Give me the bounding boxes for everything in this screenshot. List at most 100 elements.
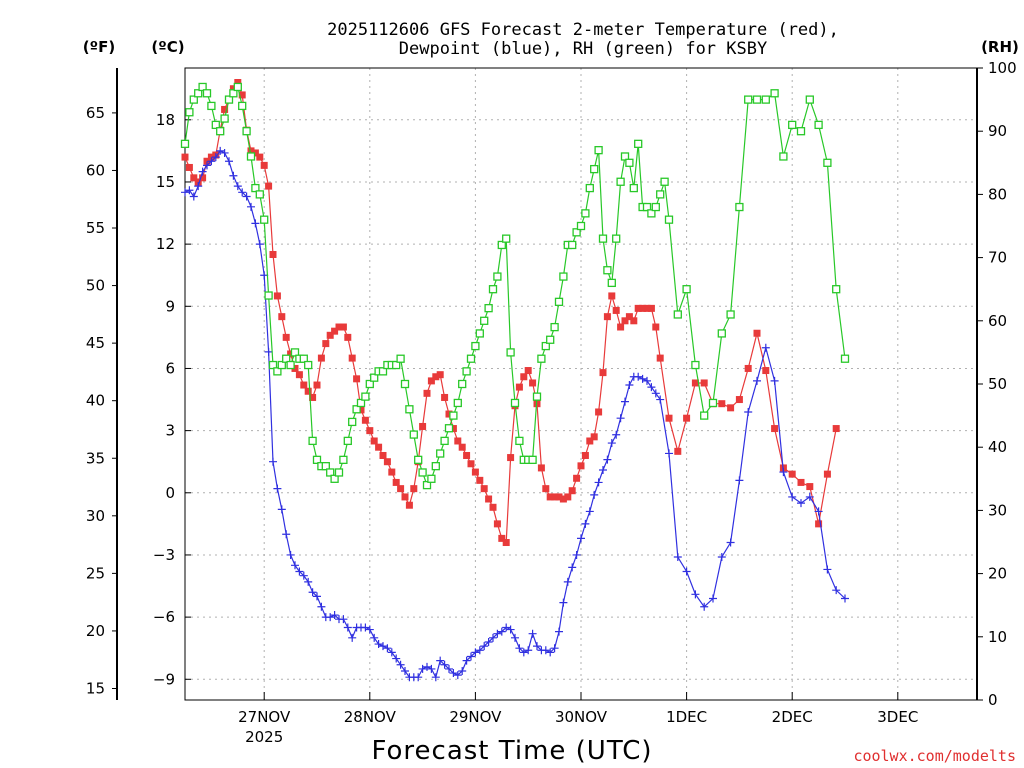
dewpoint-point [401,666,409,675]
rh-point [805,95,814,104]
temperature-point [419,422,427,430]
rh-point [462,367,471,376]
temperature-point [322,340,330,348]
rh-point [189,95,198,104]
fahrenheit-tick-label: 30 [86,507,105,525]
rh-point [471,341,480,351]
rh-point [590,164,599,174]
temperature-point [546,493,554,501]
dewpoint-point [449,669,458,678]
temperature-point [375,443,383,451]
temperature-point [436,371,444,379]
rh-point [233,82,242,92]
rh-point [343,436,352,446]
dewpoint-point [673,553,682,562]
rh-point [400,379,410,389]
temperature-point [229,85,237,93]
dewpoint-point [440,660,449,669]
dewpoint-point [282,530,291,539]
temperature-point [581,451,589,459]
temperature-point [260,161,268,169]
rh-point [840,354,850,363]
rh-point [180,139,190,148]
rh-point [642,202,652,212]
rh-point [418,468,427,477]
dewpoint-point [572,550,581,559]
dewpoint-point [414,673,423,682]
rh-point [603,266,612,275]
temperature-point [181,153,189,161]
rh-point [664,215,674,224]
rh-point [277,360,286,370]
temperature-point [392,478,400,486]
rh-point [708,398,718,408]
rh-point [260,215,269,224]
rh-point [211,120,220,130]
temperature-point [586,437,594,445]
temperature-point [797,478,805,486]
temperature-point [449,425,457,433]
dewpoint-point [563,577,572,586]
dewpoint-point [761,343,770,352]
rh-point [370,373,379,382]
temperature-point [485,495,493,503]
temperature-point [265,182,273,190]
temperature-point [366,427,374,435]
dewpoint-point [647,383,656,392]
dewpoint-point [590,490,599,499]
dewpoint-point [370,633,379,642]
x-tick-label: 3DEC [877,708,918,726]
temperature-point [551,493,559,501]
dewpoint-point [656,395,665,404]
temperature-point [441,393,449,401]
dewpoint-point [506,625,515,634]
rh-point [330,474,339,483]
temperature-point [529,379,537,387]
temperature-point [727,404,735,412]
rh-point [528,455,537,464]
rh-point [453,398,462,408]
dewpoint-point [383,644,392,653]
dewpoint-point [528,629,537,638]
dewpoint-point [603,455,612,464]
rh-point [576,221,586,231]
dewpoint-point [304,577,313,586]
celsius-tick-label: −9 [153,670,175,688]
rh-point [744,95,753,104]
dewpoint-point [726,538,735,547]
dewpoint-point [453,671,462,680]
rh-tick-label: 30 [988,501,1007,519]
dewpoint-point [264,347,273,356]
celsius-unit-label: (ºC) [151,38,184,56]
x-tick-label: 27NOV [238,708,291,726]
dewpoint-point [396,660,405,669]
rh-point [625,158,634,167]
rh-point [691,360,700,370]
dewpoint-point [181,188,189,197]
temperature-point [573,474,581,482]
dewpoint-point [607,439,616,448]
temperature-point [300,381,308,389]
dewpoint-point [559,598,568,607]
rh-point [440,436,449,446]
temperature-point [410,485,418,493]
dewpoint-point [779,468,788,477]
rh-point [246,152,256,161]
rh-point [832,285,841,294]
axes: −9−6−30369121518152025303540455055606501… [86,59,1017,746]
temperature-point [401,493,409,501]
temperature-point [634,304,642,312]
dewpoint-point [599,465,607,474]
temperature-point [656,354,664,362]
temperature-point [203,157,211,165]
rh-point [238,101,247,111]
rh-point [251,183,260,193]
temperature-point [639,304,647,312]
dewpoint-point [365,625,374,634]
temperature-point [599,369,607,377]
dewpoint-point [515,644,524,653]
temperature-point [344,333,352,341]
dewpoint-point [295,567,304,576]
dewpoint-point [423,662,431,671]
fahrenheit-tick-label: 15 [86,679,105,697]
